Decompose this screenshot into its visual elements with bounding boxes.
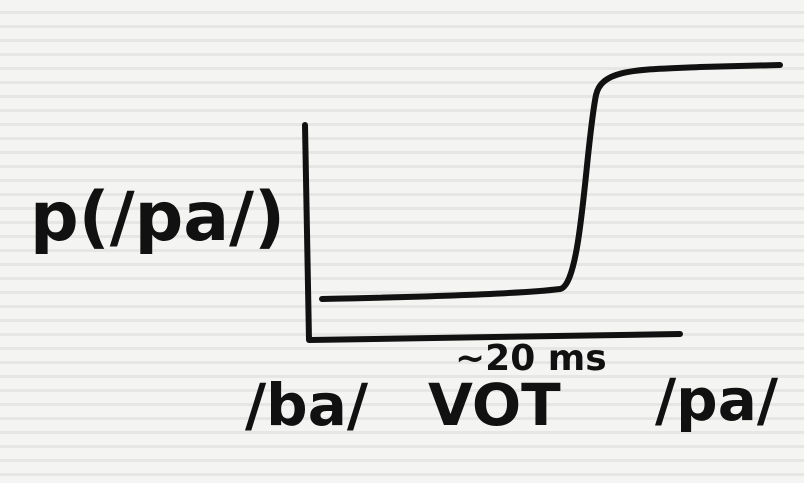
x-left-label: /ba/ (245, 371, 369, 439)
perception-curve (319, 62, 783, 302)
annotation: ~20 ms (455, 338, 607, 379)
x-axis-label: VOT (428, 371, 561, 439)
axes (302, 122, 683, 343)
x-right-label: /pa/ (655, 366, 779, 434)
y-axis-label: p(/pa/) (30, 178, 285, 257)
